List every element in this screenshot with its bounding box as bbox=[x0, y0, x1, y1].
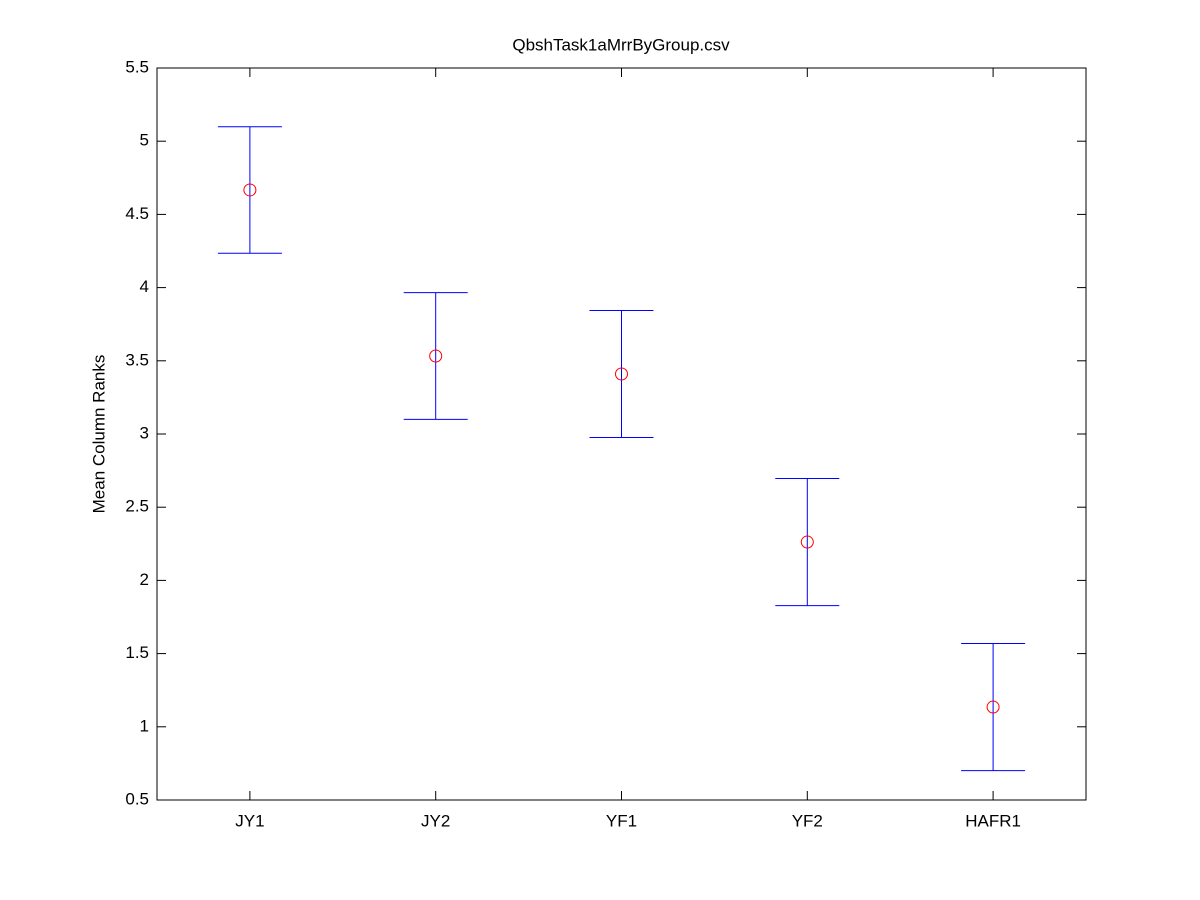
x-tick-label: JY2 bbox=[421, 811, 450, 830]
y-tick-label: 5 bbox=[140, 131, 149, 150]
y-tick-label: 1.5 bbox=[125, 643, 149, 662]
error-bar bbox=[589, 309, 654, 439]
mean-marker bbox=[615, 367, 628, 381]
y-tick-label: 2 bbox=[140, 570, 149, 589]
y-tick-label: 2.5 bbox=[125, 497, 149, 516]
error-bar bbox=[961, 642, 1026, 772]
y-axis-label: Mean Column Ranks bbox=[89, 355, 108, 514]
x-tick-label: HAFR1 bbox=[965, 811, 1021, 830]
x-tick-label: JY1 bbox=[235, 811, 264, 830]
y-tick-label: 4.5 bbox=[125, 204, 149, 223]
mean-marker bbox=[986, 700, 1000, 714]
y-tick-label: 3 bbox=[140, 423, 149, 442]
mean-marker bbox=[800, 535, 814, 549]
error-bar bbox=[403, 292, 468, 420]
chart-title: QbshTask1aMrrByGroup.csv bbox=[512, 35, 730, 54]
mean-marker bbox=[243, 183, 257, 197]
error-bar bbox=[775, 478, 840, 607]
x-tick-label: YF1 bbox=[606, 811, 637, 830]
y-tick-label: 4 bbox=[140, 277, 149, 296]
error-bar bbox=[217, 126, 282, 254]
y-tick-label: 0.5 bbox=[125, 789, 149, 808]
mean-marker bbox=[429, 349, 443, 363]
y-tick-label: 3.5 bbox=[125, 350, 149, 369]
y-tick-label: 5.5 bbox=[125, 57, 149, 76]
y-tick-label: 1 bbox=[140, 716, 149, 735]
x-tick-label: YF2 bbox=[792, 811, 823, 830]
